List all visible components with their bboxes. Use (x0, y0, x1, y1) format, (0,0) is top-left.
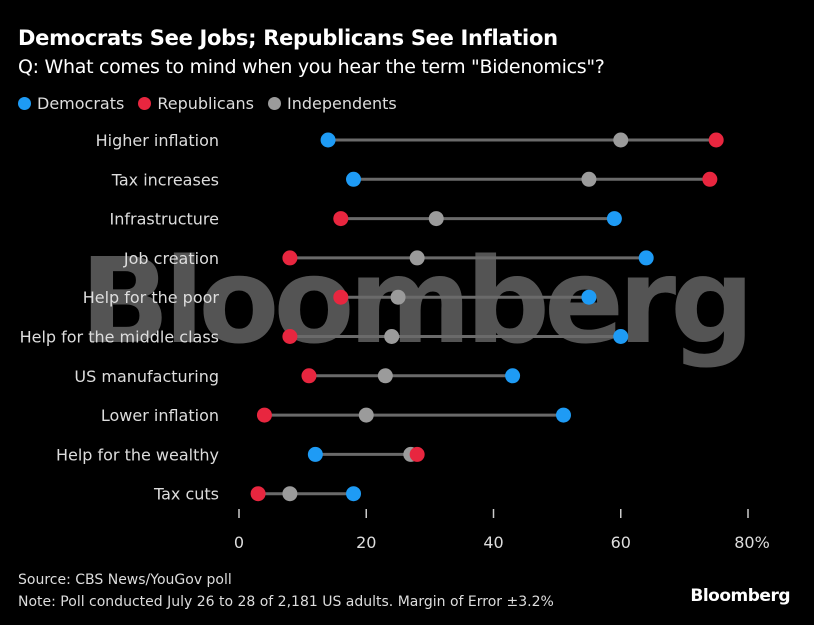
chart-subtitle: Q: What comes to mind when you hear the … (18, 56, 605, 78)
category-label: Higher inflation (96, 131, 219, 150)
dot-independents (377, 368, 393, 384)
dot-democrats (555, 407, 571, 423)
dot-independents (384, 329, 400, 344)
x-tick-label: 80% (734, 533, 770, 552)
dot-republicans (256, 407, 272, 423)
dot-independents (428, 211, 444, 227)
legend-democrats: Democrats (18, 94, 124, 113)
category-label: Tax increases (111, 170, 219, 189)
dot-republicans (333, 289, 349, 305)
legend-label: Independents (287, 94, 397, 113)
chart-title: Democrats See Jobs; Republicans See Infl… (18, 26, 558, 50)
legend-independents: Independents (268, 94, 397, 113)
x-tick-label: 60 (611, 533, 631, 552)
legend-dot-icon (138, 97, 152, 110)
dot-republicans (409, 446, 425, 462)
dot-democrats (581, 289, 597, 305)
category-label: Lower inflation (101, 406, 219, 425)
dot-independents (581, 171, 597, 187)
dot-democrats (638, 250, 654, 266)
dot-democrats (346, 171, 362, 187)
dot-republicans (301, 368, 317, 384)
footnote: Note: Poll conducted July 26 to 28 of 2,… (18, 594, 554, 610)
category-label: US manufacturing (74, 367, 219, 386)
legend: Democrats Republicans Independents (18, 94, 397, 113)
legend-label: Republicans (157, 94, 254, 113)
category-label: Job creation (123, 249, 219, 268)
dot-republicans (250, 486, 266, 502)
dot-republicans (333, 211, 349, 227)
x-tick-label: 40 (483, 533, 503, 552)
dot-democrats (307, 446, 323, 462)
category-label: Help for the poor (83, 288, 220, 307)
dot-republicans (702, 171, 718, 187)
dot-democrats (346, 486, 362, 502)
legend-dot-icon (268, 97, 281, 110)
dot-independents (282, 486, 298, 502)
dot-independents (390, 289, 406, 305)
legend-dot-icon (18, 97, 31, 110)
dot-democrats (320, 132, 336, 148)
legend-label: Democrats (37, 94, 125, 113)
category-label: Help for the wealthy (56, 445, 219, 464)
x-tick-label: 0 (234, 533, 244, 552)
category-label: Infrastructure (110, 210, 219, 229)
bloomberg-logo: Bloomberg (690, 586, 790, 606)
dot-republicans (282, 250, 298, 266)
dot-democrats (606, 211, 622, 227)
dot-democrats (613, 329, 629, 344)
dot-independents (613, 132, 629, 148)
x-tick-label: 20 (356, 533, 376, 552)
dot-republicans (282, 329, 298, 344)
dot-independents (358, 407, 374, 423)
category-label: Tax cuts (153, 485, 219, 504)
legend-republicans: Republicans (138, 94, 254, 113)
dot-democrats (505, 368, 521, 384)
dot-republicans (708, 132, 724, 148)
category-label: Help for the middle class (20, 328, 219, 347)
dot-independents (409, 250, 425, 266)
source-note: Source: CBS News/YouGov poll (18, 572, 232, 588)
